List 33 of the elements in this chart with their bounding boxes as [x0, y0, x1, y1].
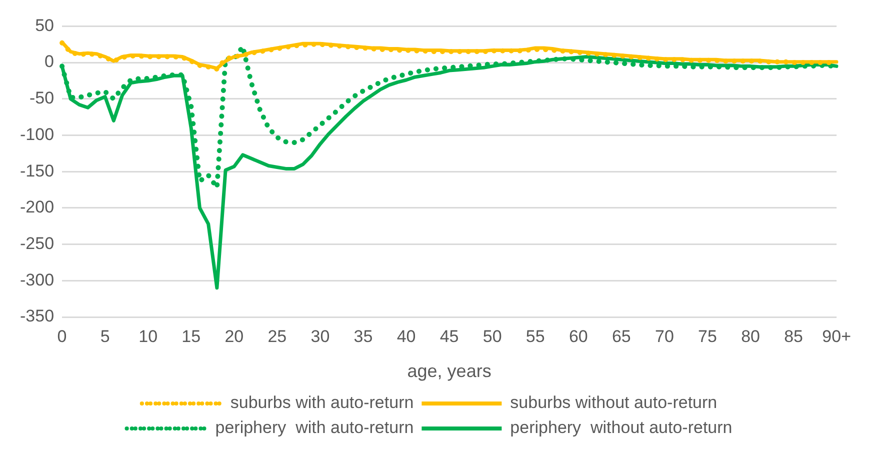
y-tick-label: -100: [20, 124, 54, 144]
x-tick-label: 10: [138, 326, 158, 346]
x-tick-label: 30: [310, 326, 330, 346]
y-tick-label: 0: [44, 52, 54, 72]
x-tick-label: 25: [268, 326, 287, 346]
x-tick-label: 40: [396, 326, 416, 346]
x-tick-label: 15: [182, 326, 201, 346]
x-tick-label: 0: [57, 326, 67, 346]
legend-label: suburbs without auto-return: [510, 393, 718, 412]
x-tick-label: 5: [100, 326, 110, 346]
x-tick-label: 60: [568, 326, 588, 346]
x-tick-label: 55: [526, 326, 545, 346]
x-tick-label: 65: [612, 326, 631, 346]
legend-label: periphery without auto-return: [510, 418, 732, 438]
y-tick-label: -250: [20, 234, 54, 253]
x-tick-label: 90+: [822, 326, 852, 346]
y-tick-label: -350: [20, 306, 54, 326]
y-tick-label: -50: [29, 88, 54, 108]
x-axis-title: age, years: [407, 361, 492, 382]
x-tick-label: 45: [440, 326, 459, 346]
y-tick-label: 50: [35, 16, 54, 35]
x-tick-label: 80: [741, 326, 760, 346]
x-tick-label: 75: [698, 326, 717, 346]
legend-label: suburbs with auto-return: [230, 393, 414, 412]
x-tick-label: 70: [654, 326, 674, 346]
y-tick-label: -200: [20, 198, 54, 217]
x-tick-label: 85: [784, 326, 804, 346]
x-tick-label: 50: [482, 326, 502, 346]
x-tick-label: 20: [224, 326, 244, 346]
x-tick-label: 35: [354, 326, 373, 346]
legend-label: periphery with auto-return: [215, 418, 414, 438]
y-tick-label: -300: [20, 270, 54, 290]
y-tick-label: -150: [20, 161, 54, 180]
